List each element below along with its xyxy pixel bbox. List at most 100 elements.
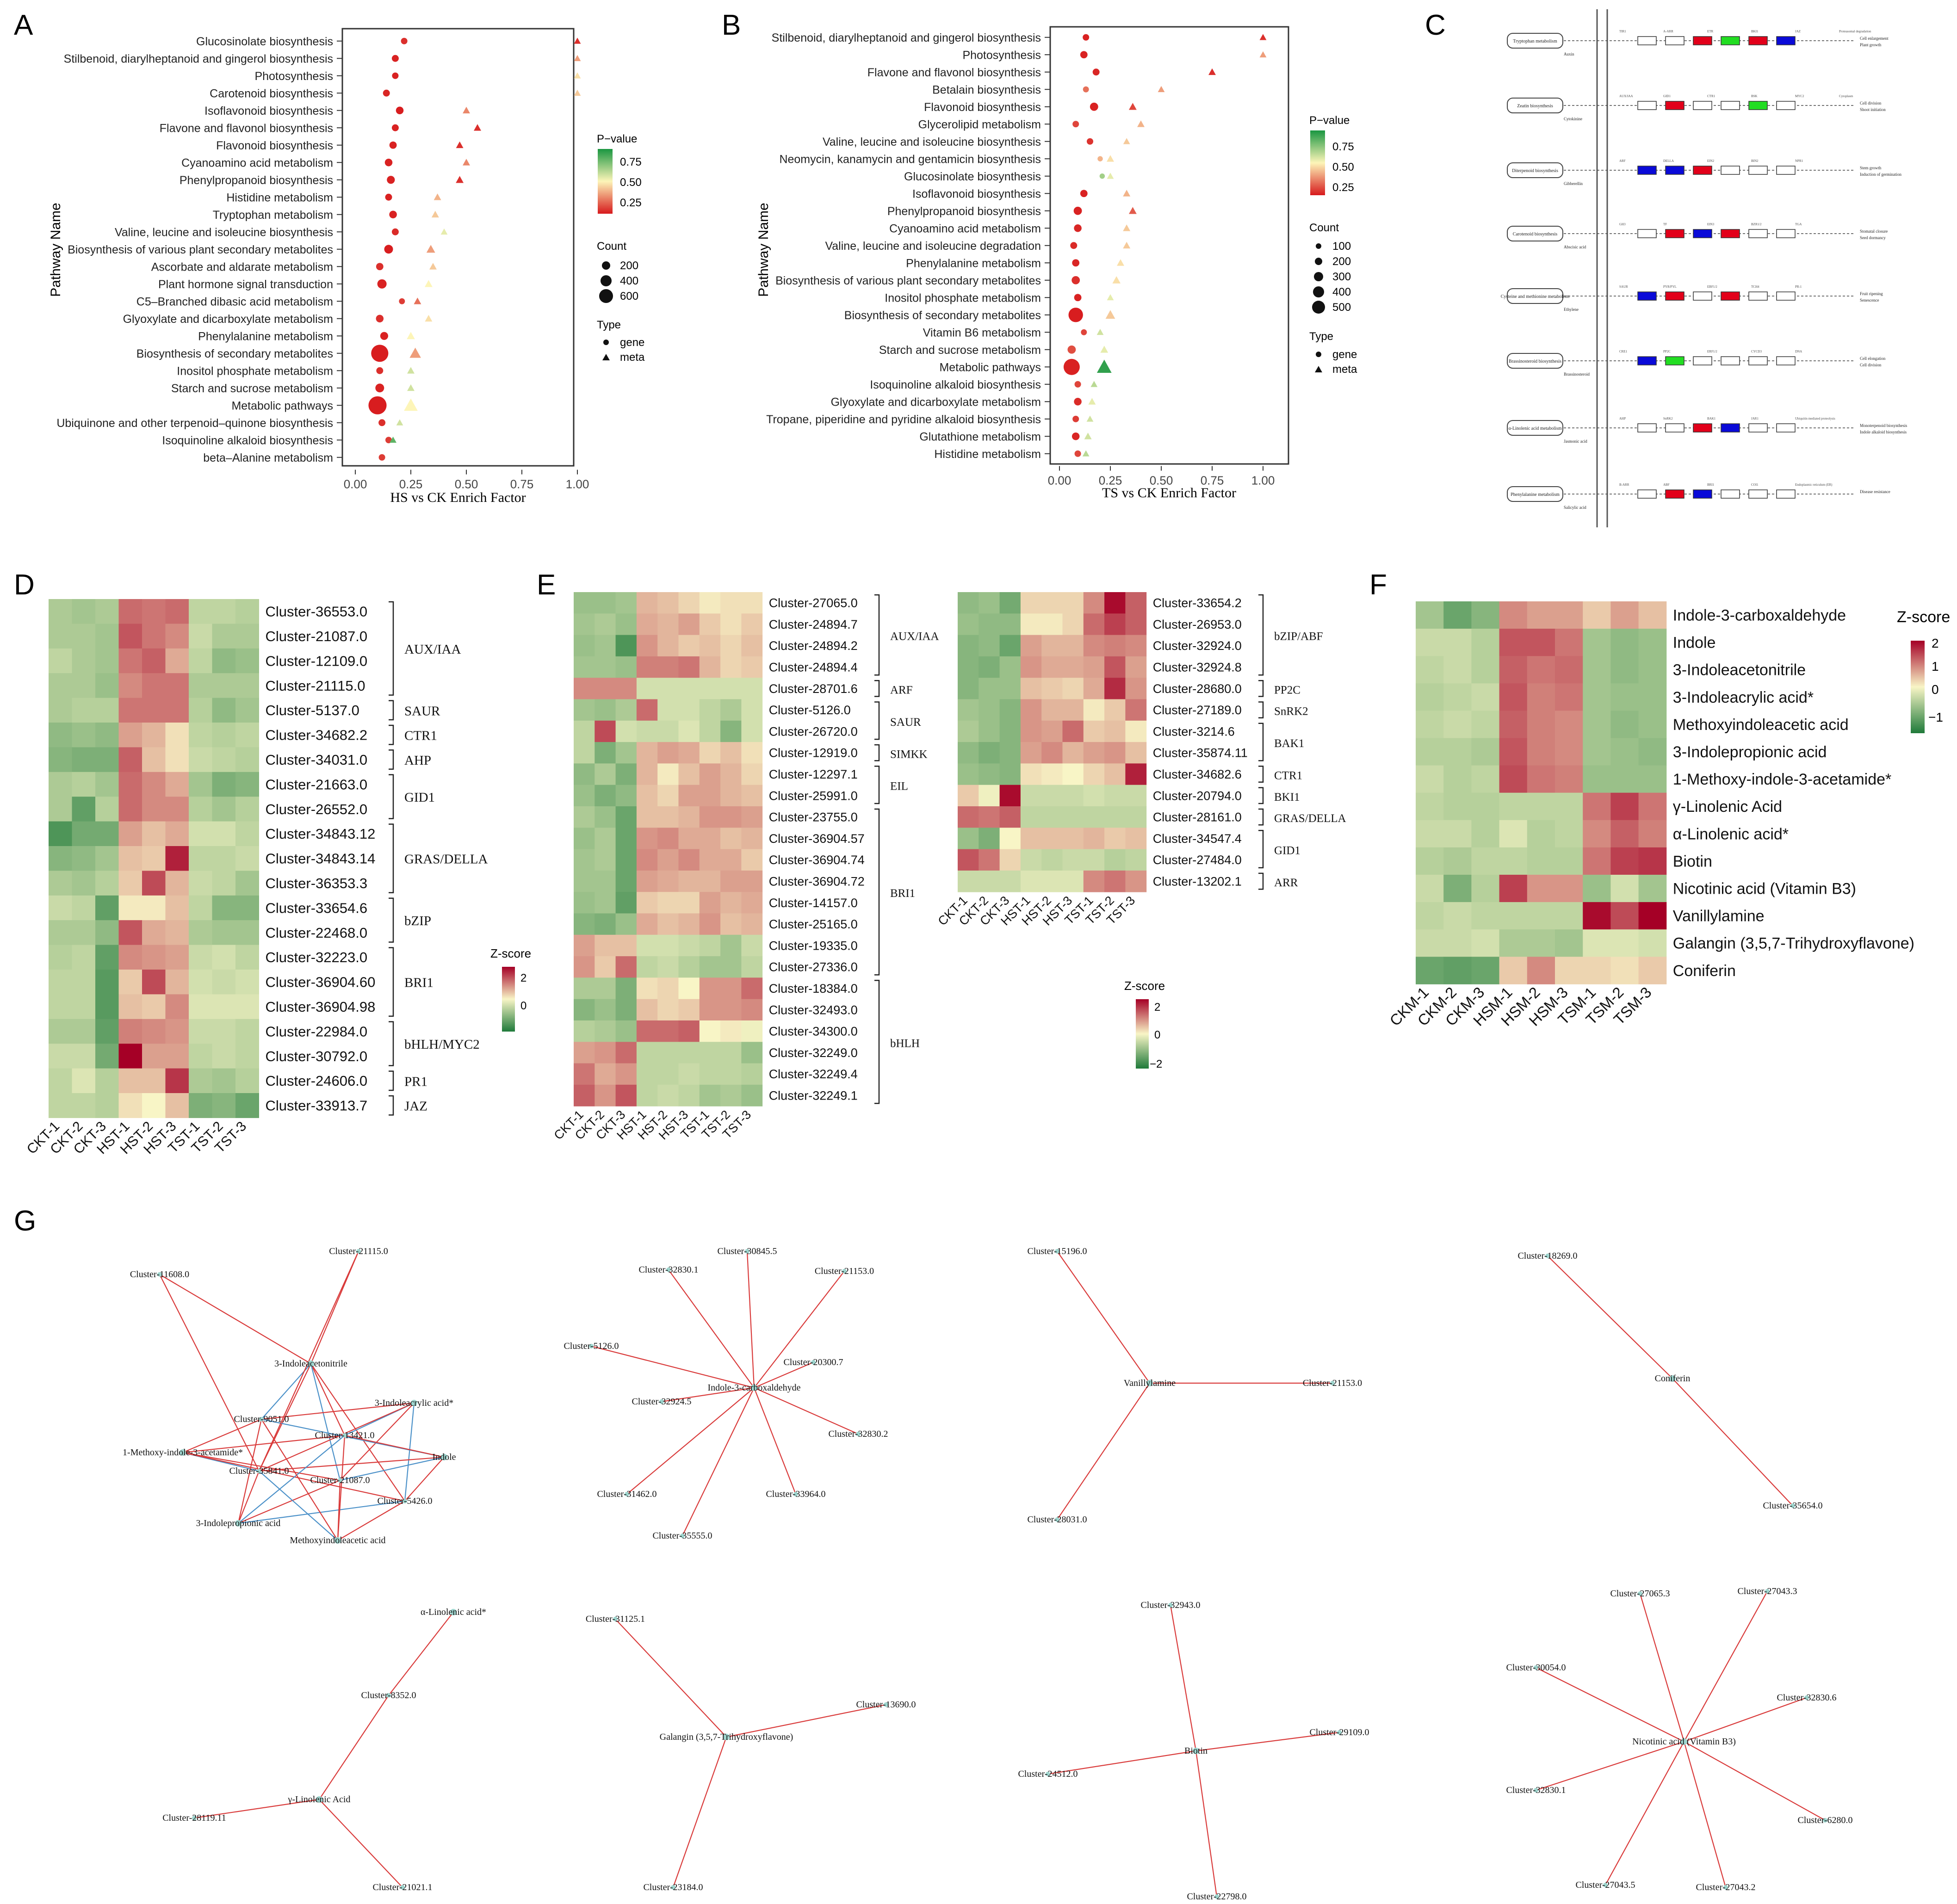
row-label: Indole	[1673, 634, 1716, 652]
network-node-label: Cluster-30845.5	[717, 1246, 777, 1256]
gene-point	[375, 383, 384, 393]
heatmap-cell	[189, 1093, 212, 1118]
network-node-label: Cluster-9051.0	[234, 1414, 289, 1424]
heatmap-cell	[165, 723, 189, 748]
heatmap-cell	[1638, 875, 1667, 903]
network-edge	[238, 1500, 405, 1524]
heatmap-cell	[49, 846, 72, 871]
heatmap-cell	[1471, 765, 1500, 793]
heatmap-cell	[1527, 738, 1555, 766]
type-swatch-meta	[602, 354, 610, 360]
heatmap-cell	[595, 785, 616, 807]
heatmap-cell	[212, 599, 236, 624]
row-label: Cluster-5126.0	[769, 703, 851, 717]
heatmap-cell	[1104, 678, 1126, 699]
heatmap-cell	[595, 656, 616, 678]
network-edge	[1536, 1741, 1685, 1791]
y-tick-label: Isoquinoline alkaloid biosynthesis	[870, 378, 1041, 391]
heatmap-cell	[235, 945, 259, 970]
heatmap-cell	[142, 945, 166, 970]
heatmap-cell	[1104, 720, 1126, 742]
heatmap-cell	[1583, 601, 1611, 629]
heatmap-cell	[118, 797, 142, 822]
heatmap-cell	[189, 648, 212, 674]
heatmap-cell	[678, 870, 700, 892]
group-bracket	[1258, 808, 1264, 826]
heatmap-cell	[49, 747, 72, 773]
heatmap-cell	[657, 635, 679, 657]
heatmap-cell	[699, 635, 721, 657]
network-node-label: Cluster-31462.0	[597, 1489, 656, 1499]
heatmap-cell	[165, 648, 189, 674]
network-edge	[237, 1419, 262, 1524]
heatmap-cell	[235, 895, 259, 921]
heatmap-cell	[958, 763, 979, 785]
gene-point	[392, 72, 399, 79]
heatmap-cell	[95, 747, 119, 773]
heatmap-cell	[1083, 763, 1105, 785]
network-node-label: Cluster-30054.0	[1506, 1663, 1566, 1673]
gene-box	[1665, 423, 1685, 433]
heatmap-cell	[235, 772, 259, 797]
network-node	[356, 1249, 361, 1254]
heatmap-cell	[636, 977, 658, 1000]
meta-point	[407, 332, 415, 340]
heatmap-cell	[1527, 875, 1555, 903]
row-label: Cluster-32493.0	[769, 1003, 858, 1017]
heatmap-cell	[615, 742, 637, 764]
heatmap-cell	[1610, 820, 1639, 848]
response-label: Monoterpenoid biosynthesis	[1860, 423, 1907, 428]
heatmap-cell	[1041, 592, 1063, 614]
heatmap-cell	[49, 994, 72, 1020]
heatmap-cell	[657, 678, 679, 699]
heatmap-cell	[1104, 849, 1126, 871]
heatmap-cell	[165, 772, 189, 797]
heatmap-cell	[49, 673, 72, 699]
heatmap-cell	[1555, 929, 1583, 957]
heatmap-cell	[212, 994, 236, 1020]
gene-box	[1693, 423, 1712, 433]
heatmap-cell	[95, 895, 119, 921]
pathway-source-label: Cysteine and methionine metabolism	[1501, 294, 1570, 299]
heatmap-cell	[1555, 765, 1583, 793]
heatmap-cell	[1443, 875, 1472, 903]
heatmap-cell	[699, 806, 721, 828]
heatmap-cell	[574, 977, 595, 1000]
network-node-label: Cluster-21153.0	[1303, 1378, 1362, 1388]
heatmap-cell	[615, 806, 637, 828]
heatmap-cell	[1083, 806, 1105, 828]
heatmap-cell	[978, 742, 1000, 764]
gene-box	[1721, 291, 1740, 301]
network-node	[751, 1385, 757, 1391]
network-node	[666, 1267, 671, 1272]
network-edge	[591, 1345, 755, 1389]
y-tick-label: Glucosinolate biosynthesis	[904, 170, 1041, 183]
y-tick-label: Cyanoamino acid metabolism	[181, 156, 333, 169]
gene-point	[384, 158, 393, 167]
heatmap-cell	[678, 613, 700, 636]
count-label: 200	[1332, 255, 1351, 268]
heatmap-cell	[1104, 635, 1126, 657]
row-label: Cluster-22468.0	[266, 925, 368, 941]
heatmap-cell	[720, 1084, 742, 1107]
heatmap-cell	[49, 698, 72, 723]
network-edge	[682, 1387, 755, 1536]
heatmap-cell	[72, 1044, 96, 1069]
heatmap-cell	[678, 635, 700, 657]
meta-point	[396, 419, 403, 426]
heatmap-cell	[72, 871, 96, 896]
row-label: Cluster-33654.6	[266, 900, 368, 916]
heatmap-cell	[720, 934, 742, 957]
heatmap-cell	[1062, 699, 1084, 721]
row-label: Cluster-34682.6	[1153, 767, 1242, 781]
heatmap-cell	[72, 1019, 96, 1044]
heatmap-cell	[189, 1044, 212, 1069]
heatmap-cell	[958, 635, 979, 657]
network-node	[659, 1399, 664, 1404]
heatmap-cell	[574, 892, 595, 914]
gene-box	[1748, 166, 1768, 175]
legend-zscore-e: Z-score 2 0 −2	[1124, 979, 1165, 1070]
network-node	[180, 1449, 186, 1456]
heatmap-cell	[574, 613, 595, 636]
heatmap-cell	[1062, 635, 1084, 657]
